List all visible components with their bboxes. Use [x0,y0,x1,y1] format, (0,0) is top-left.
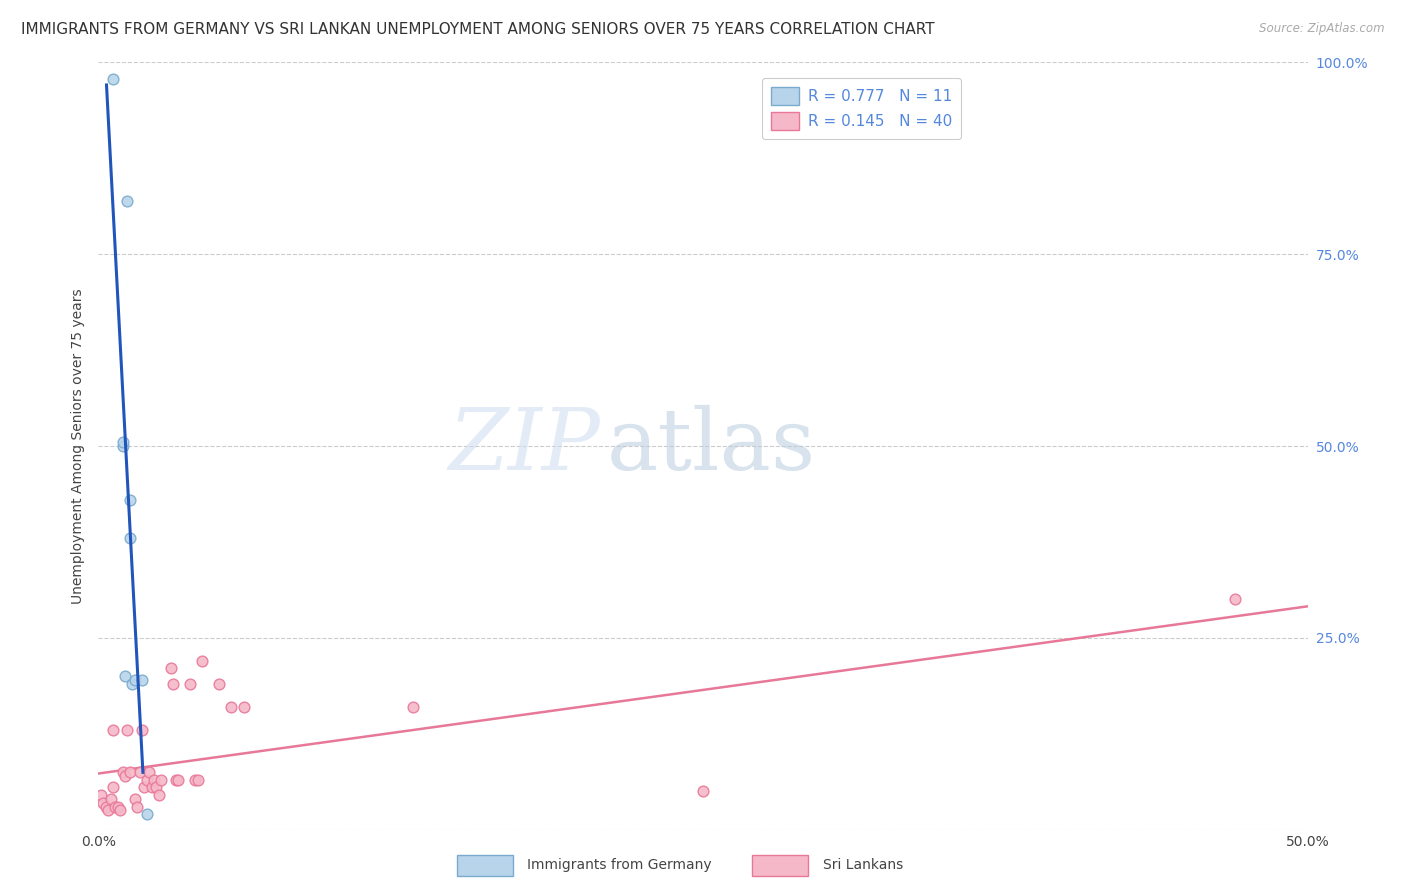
Point [97,804,120,818]
Point [101,723,124,737]
Point [179,677,201,691]
Point [111,439,134,453]
FancyBboxPatch shape [457,855,513,876]
Point [138,765,160,780]
Text: Immigrants from Germany: Immigrants from Germany [527,858,711,872]
Text: ZIP: ZIP [449,405,600,487]
Point [165,772,187,787]
Point [114,669,136,683]
Legend: R = 0.777   N = 11, R = 0.145   N = 40: R = 0.777 N = 11, R = 0.145 N = 40 [762,78,962,139]
Point [111,435,134,450]
Point [90,788,112,802]
Point [107,799,129,814]
Point [135,772,157,787]
Point [148,788,170,802]
Point [143,772,166,787]
Point [121,677,143,691]
Point [117,723,139,737]
Point [160,661,183,675]
Point [117,194,139,208]
Point [208,677,231,691]
Point [108,804,131,818]
Point [118,531,141,545]
Point [232,699,254,714]
Point [692,784,714,798]
Point [1223,592,1246,607]
Point [402,699,425,714]
Point [114,769,136,783]
Point [184,772,207,787]
Text: atlas: atlas [606,404,815,488]
Point [101,780,124,795]
Text: Sri Lankans: Sri Lankans [823,858,903,872]
Point [100,792,122,806]
Text: Source: ZipAtlas.com: Source: ZipAtlas.com [1260,22,1385,36]
Point [91,796,114,810]
Text: IMMIGRANTS FROM GERMANY VS SRI LANKAN UNEMPLOYMENT AMONG SENIORS OVER 75 YEARS C: IMMIGRANTS FROM GERMANY VS SRI LANKAN UN… [21,22,935,37]
Point [127,799,149,814]
Point [124,792,146,806]
Point [191,654,214,668]
Point [104,799,127,814]
Point [141,780,163,795]
Point [118,765,141,780]
Point [94,799,117,814]
Point [131,723,153,737]
Point [135,807,157,822]
Point [124,673,146,687]
Point [118,492,141,507]
Point [150,772,173,787]
Point [187,772,209,787]
Point [221,699,243,714]
Point [128,765,150,780]
Point [101,72,124,87]
Point [167,772,190,787]
Point [162,677,184,691]
Point [111,765,134,780]
Point [134,780,156,795]
FancyBboxPatch shape [752,855,808,876]
Y-axis label: Unemployment Among Seniors over 75 years: Unemployment Among Seniors over 75 years [70,288,84,604]
Point [145,780,167,795]
Point [131,673,153,687]
